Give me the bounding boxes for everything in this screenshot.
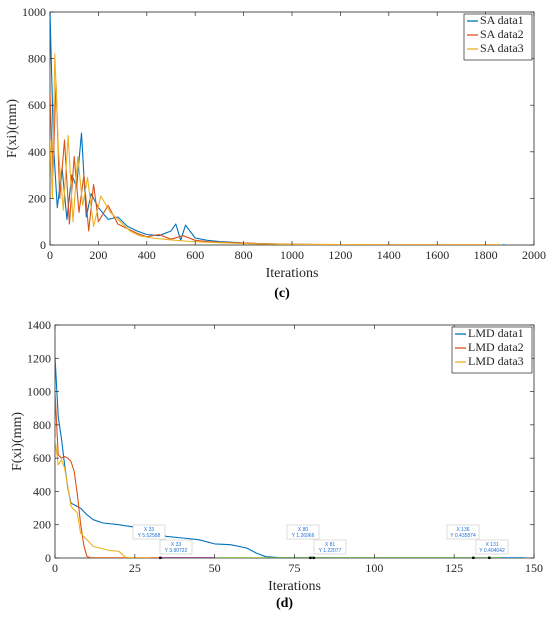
y-tick-label: 0 <box>45 551 51 565</box>
datatip-marker <box>312 556 315 560</box>
x-tick-label: 125 <box>445 561 463 575</box>
datatip-x: X 80 <box>298 527 309 533</box>
x-tick-label: 2000 <box>522 248 546 262</box>
datatip-x: X 33 <box>171 542 182 548</box>
legend-entry: SA data2 <box>480 27 524 41</box>
y-tick-label: 600 <box>28 98 46 112</box>
series-line-3 <box>55 438 151 558</box>
datatip-marker <box>159 556 162 560</box>
y-axis-label: F(xi)(mm) <box>5 99 20 158</box>
x-axis-label: Iterations <box>268 579 321 594</box>
legend-entry: LMD data3 <box>468 354 524 368</box>
datatip-box <box>446 524 480 540</box>
datatip-y: Y 3.90722 <box>165 548 188 554</box>
x-tick-label: 25 <box>129 561 141 575</box>
x-tick-label: 0 <box>47 248 53 262</box>
legend-box <box>451 326 533 374</box>
x-tick-label: 1200 <box>328 248 352 262</box>
y-tick-label: 800 <box>33 418 51 432</box>
panel-label: (d) <box>276 596 293 611</box>
plot-area <box>49 11 535 246</box>
datatip-marker <box>472 556 475 560</box>
datatip: X 33Y 3.90722 <box>159 539 193 555</box>
x-tick-label: 400 <box>138 248 156 262</box>
legend-entry: LMD data2 <box>468 340 524 354</box>
datatip-x: X 131 <box>485 542 498 548</box>
datatip-y: Y 0.404042 <box>479 548 505 554</box>
panel-label: (c) <box>274 286 290 301</box>
y-tick-label: 1400 <box>27 318 51 332</box>
x-tick-label: 600 <box>186 248 204 262</box>
x-tick-label: 200 <box>89 248 107 262</box>
x-tick-label: 150 <box>525 561 543 575</box>
datatip-x: X 136 <box>456 527 469 533</box>
y-tick-label: 1000 <box>27 385 51 399</box>
datatip-box <box>313 539 347 555</box>
chart-panel-1: 0 25 50 75 100 125 150 0 200 400 600 800 1000 1200 140… <box>10 318 543 611</box>
x-axis-label: Iterations <box>266 266 319 281</box>
y-tick-label: 0 <box>40 238 46 252</box>
datatip: X 33Y 5.52588 <box>132 524 166 540</box>
y-tick-label: 1200 <box>27 351 51 365</box>
datatip: X 80Y 1.26966 <box>286 524 320 540</box>
y-tick-label: 400 <box>33 484 51 498</box>
datatip-x: X 81 <box>325 542 336 548</box>
y-tick-label: 200 <box>33 518 51 532</box>
legend-entry: LMD data1 <box>468 326 524 340</box>
legend-entry: SA data3 <box>480 41 524 55</box>
series-line-3 <box>50 53 503 245</box>
datatip-box <box>132 524 166 540</box>
datatip-box <box>159 539 193 555</box>
datatip-y: Y 1.22077 <box>319 548 342 554</box>
y-tick-label: 1000 <box>22 5 46 19</box>
legend-box <box>463 13 533 61</box>
y-tick-label: 400 <box>28 145 46 159</box>
x-tick-label: 100 <box>365 561 383 575</box>
y-axis-label: F(xi)(mm) <box>10 412 25 471</box>
x-tick-label: 1800 <box>474 248 498 262</box>
x-tick-label: 1600 <box>425 248 449 262</box>
datatip: X 81Y 1.22077 <box>313 539 347 555</box>
x-tick-label: 0 <box>52 561 58 575</box>
datatip-x: X 33 <box>144 527 155 533</box>
datatip-y: Y 0.435874 <box>450 533 476 539</box>
y-tick-label: 600 <box>33 451 51 465</box>
chart-panel-0: 0 200 400 600 800 1000 1200 1400 1600 1800 2000 0 20… <box>5 5 546 301</box>
x-tick-label: 1400 <box>377 248 401 262</box>
legend-entry: SA data1 <box>480 13 524 27</box>
datatip-y: Y 5.52588 <box>138 533 161 539</box>
x-tick-label: 50 <box>209 561 221 575</box>
datatip-box <box>475 539 509 555</box>
y-tick-label: 200 <box>28 191 46 205</box>
x-tick-label: 1000 <box>280 248 304 262</box>
series-group <box>50 12 505 245</box>
datatip-box <box>286 524 320 540</box>
datatip-marker <box>488 556 491 560</box>
y-tick-label: 800 <box>28 52 46 66</box>
x-tick-label: 800 <box>235 248 253 262</box>
datatip-y: Y 1.26966 <box>292 533 315 539</box>
datatip-marker <box>309 556 312 560</box>
x-tick-label: 75 <box>289 561 301 575</box>
